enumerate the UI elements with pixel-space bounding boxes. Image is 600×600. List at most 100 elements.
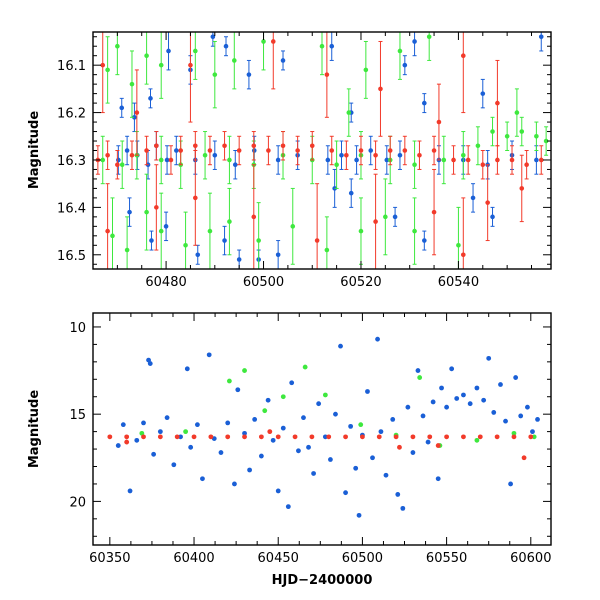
top-data-point (295, 148, 300, 153)
bottom-data-point (200, 476, 205, 482)
top-data-point (144, 148, 149, 153)
top-y-tick-label: 16.5 (57, 249, 86, 264)
bottom-data-point (467, 401, 473, 407)
bottom-data-point (183, 429, 189, 435)
bottom-data-point (280, 394, 286, 400)
bottom-data-point (343, 490, 348, 496)
bottom-data-point (265, 397, 271, 403)
top-data-point (495, 157, 500, 163)
bottom-data-point (328, 457, 333, 462)
top-data-point (174, 148, 179, 153)
top-x-tick-label: 60500 (243, 275, 284, 290)
top-data-point (144, 209, 149, 215)
top-data-point (275, 157, 281, 163)
top-data-point (246, 72, 252, 77)
top-data-point (193, 48, 198, 54)
top-data-point (354, 157, 359, 163)
bottom-y-tick-label: 15 (69, 408, 86, 423)
bottom-data-point (511, 434, 517, 440)
top-data-point (538, 157, 544, 163)
top-data-point (158, 228, 164, 234)
bottom-y-tick-label: 20 (69, 495, 86, 510)
top-data-point (460, 252, 466, 258)
bottom-data-point (289, 380, 295, 386)
top-data-point (309, 143, 315, 149)
top-data-point (110, 233, 115, 239)
top-data-point (324, 72, 330, 77)
top-data-point (154, 205, 159, 210)
bottom-data-point (232, 481, 237, 487)
top-data-point (227, 157, 232, 163)
top-data-point (383, 214, 388, 220)
bottom-data-point (107, 434, 113, 440)
top-data-point (470, 195, 476, 201)
bottom-data-point (498, 382, 503, 387)
top-data-point (431, 209, 437, 215)
top-y-axis-label: Magnitude (27, 111, 42, 190)
top-data-point (314, 238, 320, 243)
bottom-data-point (410, 450, 416, 455)
top-data-point (149, 238, 154, 243)
top-data-point (329, 148, 335, 153)
bottom-x-tick-label: 60400 (173, 551, 214, 566)
bottom-light-curve-panel: 60350 60400 60450 60500 60550 60600 10 15 20 Mag… (27, 312, 552, 588)
bottom-data-point (147, 361, 153, 366)
bottom-data-point (348, 423, 354, 429)
top-x-tick-label: 60540 (438, 275, 479, 290)
top-data-point (417, 152, 422, 158)
bottom-data-point (360, 434, 365, 440)
bottom-data-point (141, 420, 146, 426)
bottom-y-axis-label: Magnitude (27, 390, 42, 469)
top-data-point (456, 243, 461, 248)
bottom-data-point (474, 437, 480, 443)
bottom-data-point (395, 492, 401, 497)
bottom-data-point (194, 422, 200, 428)
top-data-point (384, 157, 390, 163)
bottom-data-point (184, 366, 190, 372)
bottom-data-point (208, 434, 214, 440)
bottom-data-marks (107, 336, 540, 518)
top-data-point (451, 157, 456, 163)
bottom-data-point (322, 392, 328, 398)
bottom-data-point (306, 444, 311, 450)
bottom-data-point (435, 443, 441, 448)
top-data-point (270, 39, 276, 44)
bottom-data-point (311, 471, 316, 476)
top-data-point (460, 53, 466, 58)
bottom-data-point (378, 429, 384, 435)
top-data-point (163, 224, 169, 229)
bottom-data-point (164, 415, 170, 421)
bottom-data-point (358, 422, 364, 428)
top-data-point (119, 105, 125, 111)
top-axes: 60480 60500 60520 60540 16.1 16.2 16.3 16.4 16.5 (57, 32, 551, 290)
top-data-point (402, 148, 408, 153)
top-plot-frame (92, 31, 552, 270)
bottom-data-point (206, 352, 212, 358)
top-data-point (358, 228, 364, 234)
bottom-data-point (461, 392, 466, 398)
top-data-point (475, 143, 481, 149)
top-data-point (490, 214, 495, 220)
top-data-point (412, 162, 417, 168)
top-data-point (222, 238, 227, 243)
top-y-tick-label: 16.1 (57, 59, 86, 74)
top-data-point (441, 157, 447, 163)
top-data-point (115, 162, 120, 168)
top-data-point (373, 219, 378, 224)
bottom-data-point (444, 434, 450, 440)
top-data-point (339, 152, 344, 158)
bottom-data-point (525, 404, 530, 410)
top-data-point (132, 115, 137, 120)
top-y-tick-label: 16.3 (57, 154, 86, 169)
top-data-point (251, 214, 257, 220)
bottom-data-point (134, 437, 140, 443)
top-data-point (324, 247, 330, 253)
bottom-y-tick-label: 10 (69, 321, 86, 336)
top-data-point (290, 224, 296, 229)
top-data-point (223, 43, 229, 49)
bottom-x-tick-label: 60550 (426, 551, 467, 566)
bottom-data-point (226, 378, 232, 384)
bottom-data-point (503, 418, 508, 424)
top-data-point (368, 148, 374, 153)
top-data-point (392, 214, 398, 220)
